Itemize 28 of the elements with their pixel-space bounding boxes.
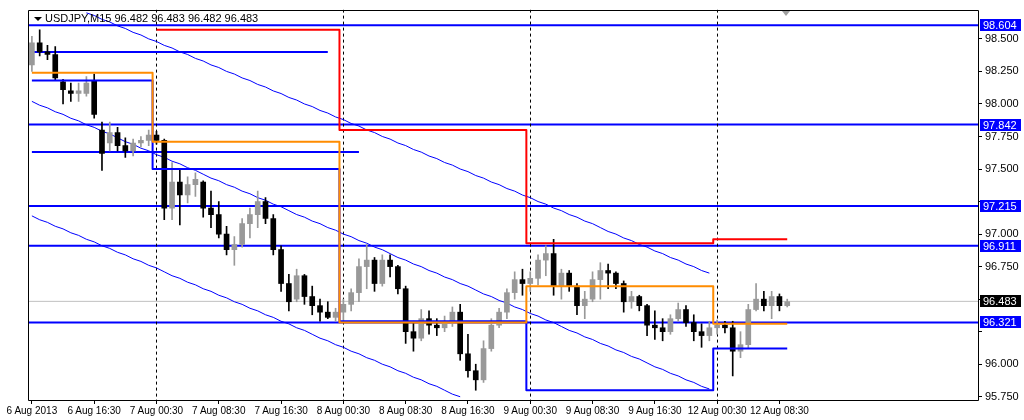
y-tick-label: 98.250 — [985, 64, 1019, 77]
y-tick-label: 98.000 — [985, 96, 1019, 109]
x-tick-label: 7 Aug 00:30 — [129, 404, 184, 416]
x-tick-label: 9 Aug 00:30 — [503, 404, 558, 416]
x-tick-label: 6 Aug 16:30 — [67, 404, 122, 416]
y-tick-label: 96.000 — [985, 357, 1019, 370]
x-tick-label: 7 Aug 08:30 — [192, 404, 246, 416]
ref-line-label: 96.321 — [983, 315, 1017, 328]
ref-line-label: 97.215 — [983, 199, 1017, 212]
x-tick-label: 12 Aug 08:30 — [749, 404, 810, 416]
y-tick-label: 97.500 — [985, 162, 1019, 175]
x-tick-label: 8 Aug 16:30 — [441, 404, 496, 416]
ref-line-label: 96.911 — [983, 239, 1016, 252]
x-tick-label: 6 Aug 2013 — [6, 404, 58, 416]
y-tick-label: 97.000 — [985, 227, 1019, 240]
x-tick-label: 9 Aug 16:30 — [628, 404, 682, 416]
y-tick-label: 98.500 — [985, 31, 1019, 44]
y-tick-label: 97.750 — [985, 129, 1019, 142]
x-tick-label: 8 Aug 00:30 — [316, 404, 371, 416]
y-tick-label: 95.750 — [985, 389, 1019, 402]
x-tick-label: 7 Aug 16:30 — [254, 404, 309, 416]
x-tick-label: 9 Aug 08:30 — [565, 404, 620, 416]
y-tick-label: 96.750 — [985, 259, 1019, 272]
x-tick-label: 8 Aug 08:30 — [378, 404, 433, 416]
ref-line-label: 96.483 — [983, 294, 1017, 307]
ref-line-label: 98.604 — [983, 18, 1017, 31]
x-tick-label: 12 Aug 00:30 — [687, 404, 748, 416]
ref-line-label: 97.842 — [983, 118, 1017, 131]
